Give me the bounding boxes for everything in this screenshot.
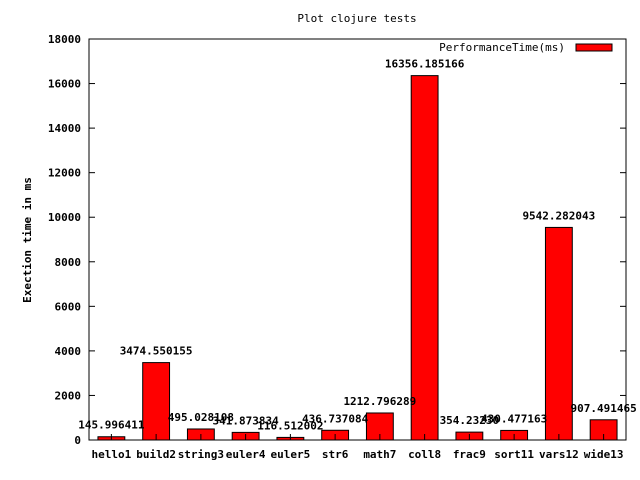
data-label-frac9: 354.23230 bbox=[440, 414, 500, 427]
data-label-wide13: 907.491465 bbox=[571, 402, 637, 415]
y-ticks: 0 2000 4000 6000 8000 10000 12000 14000 16000 180… bbox=[48, 33, 626, 447]
y-tick-label: 2000 bbox=[55, 389, 82, 402]
data-label-euler4: 341.873834 bbox=[213, 414, 280, 427]
x-tick-label-string3: string3 bbox=[178, 448, 224, 461]
bars bbox=[97, 75, 618, 441]
data-labels: 145.996411 3474.550155 495.028108341.87383… bbox=[78, 58, 636, 433]
data-label-sort11: 430.477163 bbox=[481, 412, 547, 425]
y-tick-label: 6000 bbox=[55, 300, 82, 313]
x-tick-label-euler4: euler4 bbox=[226, 448, 266, 461]
bar-build2 bbox=[142, 362, 171, 441]
x-tick-label-str6: str6 bbox=[322, 448, 349, 461]
data-label-vars12: 9542.282043 bbox=[522, 209, 595, 222]
x-tick-label-build2: build2 bbox=[136, 448, 176, 461]
x-tick-label-sort11: sort11 bbox=[494, 448, 534, 461]
y-axis-label: Exection time in ms bbox=[21, 177, 34, 303]
bar-coll8 bbox=[410, 75, 439, 441]
y-tick-label: 0 bbox=[74, 434, 81, 447]
data-label-hello1: 145.996411 bbox=[78, 419, 145, 432]
x-tick-labels: hello1 build2 string3 euler4 euler5 str6 math7… bbox=[92, 434, 624, 461]
chart-title: Plot clojure tests bbox=[297, 12, 416, 25]
data-label-str6: 436.737084 bbox=[302, 412, 369, 425]
x-tick-label-vars12: vars12 bbox=[539, 448, 579, 461]
x-tick-label-frac9: frac9 bbox=[453, 448, 486, 461]
x-tick-label-hello1: hello1 bbox=[92, 448, 132, 461]
y-tick-label: 4000 bbox=[55, 345, 82, 358]
legend-label: PerformanceTime(ms) bbox=[439, 41, 565, 54]
data-label-coll8: 16356.185166 bbox=[385, 58, 465, 71]
legend: PerformanceTime(ms) bbox=[439, 41, 613, 54]
data-label-build2: 3474.550155 bbox=[120, 345, 193, 358]
data-label-math7: 1212.796289 bbox=[343, 395, 416, 408]
data-label-euler5: 116.512002 bbox=[257, 419, 323, 432]
x-tick-label-coll8: coll8 bbox=[408, 448, 441, 461]
y-tick-label: 18000 bbox=[48, 33, 81, 46]
data-label-string3: 495.028108 bbox=[168, 411, 234, 424]
y-tick-label: 8000 bbox=[55, 256, 82, 269]
x-tick-label-math7: math7 bbox=[363, 448, 396, 461]
legend-swatch bbox=[575, 43, 613, 52]
plot-frame bbox=[88, 38, 627, 441]
x-tick-label-wide13: wide13 bbox=[584, 448, 624, 461]
x-tick-label-euler5: euler5 bbox=[271, 448, 311, 461]
bar-vars12 bbox=[544, 226, 573, 441]
y-tick-label: 10000 bbox=[48, 211, 81, 224]
y-tick-label: 16000 bbox=[48, 78, 81, 91]
y-tick-label: 14000 bbox=[48, 122, 81, 135]
y-tick-label: 12000 bbox=[48, 167, 81, 180]
